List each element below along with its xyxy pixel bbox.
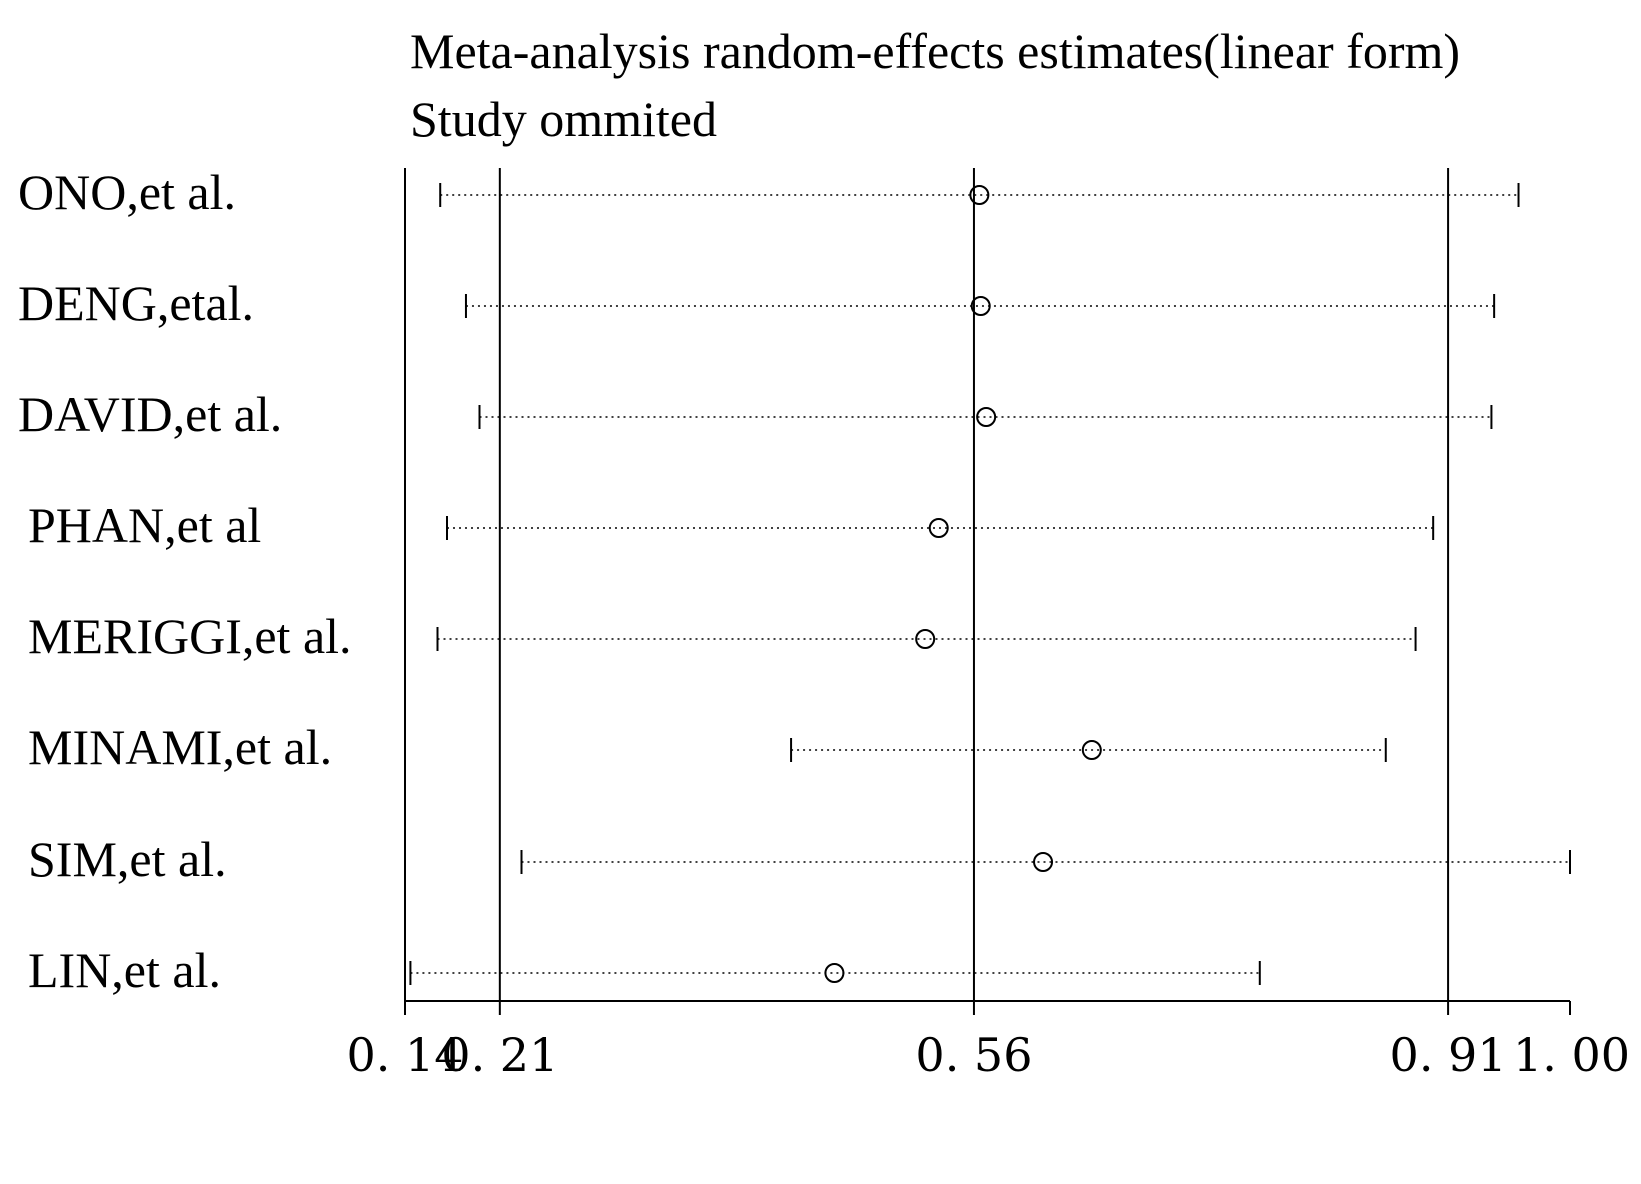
x-tick-label: 1. 00	[1513, 1028, 1630, 1082]
x-tick-label: 0. 14	[346, 1028, 463, 1082]
estimate-point	[928, 518, 949, 538]
reference-lines	[498, 168, 1450, 1001]
study-rows: ONO,et al. DENG,etal. DAVID,et al. PHAN,et …	[18, 164, 1571, 998]
study-label: DENG,etal.	[18, 275, 254, 331]
estimate-point	[824, 963, 845, 983]
estimate-point	[1033, 852, 1054, 872]
estimate-point	[976, 407, 997, 427]
study-label: ONO,et al.	[18, 164, 236, 220]
chart-title-line1: Meta-analysis random-effects estimates(l…	[410, 23, 1460, 79]
study-label: LIN,et al.	[28, 942, 221, 998]
study-label: MINAMI,et al.	[28, 719, 332, 775]
chart-title-line2: Study ommited	[410, 91, 717, 147]
estimate-point	[915, 629, 936, 649]
study-label: MERIGGI,et al.	[28, 608, 352, 664]
x-tick-label: 0. 21	[441, 1028, 558, 1082]
x-axis: 0. 140. 21 0. 56 0. 91 1. 00	[346, 168, 1630, 1082]
estimate-point	[970, 296, 991, 316]
estimate-point	[1081, 740, 1102, 760]
estimate-point	[969, 185, 990, 205]
study-label: DAVID,et al.	[18, 386, 282, 442]
x-tick-label: 0. 56	[915, 1028, 1032, 1082]
study-label: PHAN,et al	[28, 497, 261, 553]
x-tick-label: 0. 91	[1390, 1028, 1507, 1082]
study-label: SIM,et al.	[28, 831, 227, 887]
